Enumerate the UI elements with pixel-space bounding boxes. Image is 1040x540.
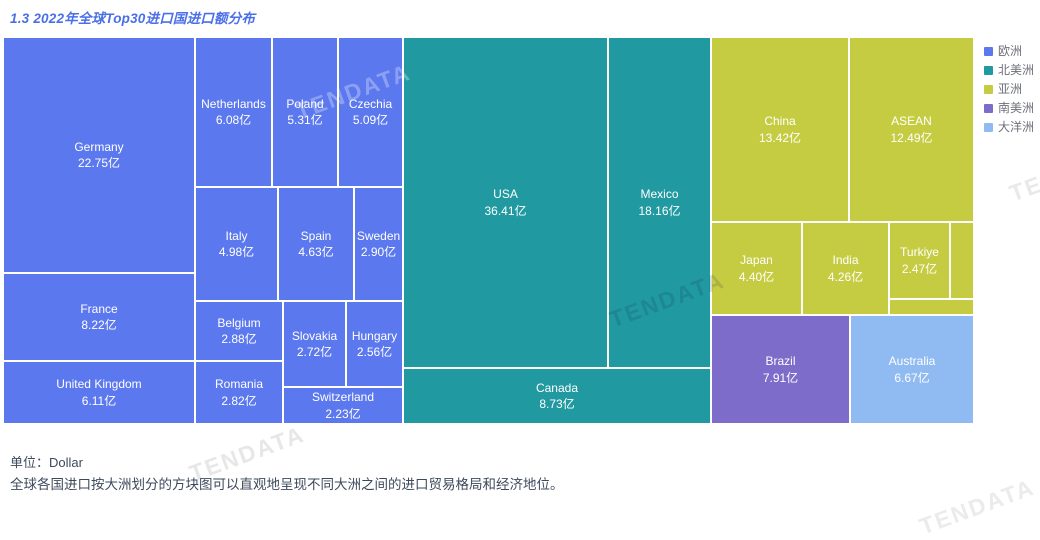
treemap-cell-usa[interactable]: USA 36.41亿 bbox=[404, 38, 607, 367]
cell-value-label: 7.91亿 bbox=[762, 370, 799, 385]
treemap-cell-australia[interactable]: Australia 6.67亿 bbox=[851, 316, 973, 423]
treemap-cell-switzerland[interactable]: Switzerland 2.23亿 bbox=[284, 388, 402, 423]
treemap-cell-germany[interactable]: Germany 22.75亿 bbox=[4, 38, 194, 272]
cell-value-label: 5.31亿 bbox=[287, 113, 323, 127]
cell-value-label: 4.40亿 bbox=[738, 269, 775, 284]
unit-label: 单位：Dollar bbox=[10, 455, 83, 470]
legend-swatch-oceania bbox=[984, 123, 993, 132]
tendata-watermark: TENDATA bbox=[916, 473, 1039, 540]
legend: 欧洲北美洲亚洲南美洲大洋洲 bbox=[984, 45, 1034, 134]
cell-country-label: United Kingdom bbox=[56, 377, 142, 392]
cell-value-label: 22.75亿 bbox=[77, 156, 121, 170]
cell-country-label: ASEAN bbox=[891, 114, 932, 129]
cell-country-label: India bbox=[832, 253, 859, 268]
cell-value-label: 4.26亿 bbox=[827, 269, 864, 284]
chart-description: 全球各国进口按大洲划分的方块图可以直观地呈现不同大洲之间的进口贸易格局和经济地位… bbox=[10, 477, 564, 492]
cell-country-label: Poland bbox=[286, 96, 324, 111]
cell-value-label: 36.41亿 bbox=[484, 203, 527, 218]
cell-value-label: 2.90亿 bbox=[360, 245, 397, 259]
cell-value-label: 13.42亿 bbox=[758, 130, 802, 145]
cell-value-label: 6.67亿 bbox=[894, 370, 930, 385]
legend-item-europe[interactable]: 欧洲 bbox=[984, 45, 1034, 58]
cell-country-label: China bbox=[764, 114, 796, 129]
treemap-cell-romania[interactable]: Romania 2.82亿 bbox=[196, 362, 282, 423]
treemap-cell-asia-small-b[interactable] bbox=[890, 300, 973, 314]
cell-value-label: 6.08亿 bbox=[215, 113, 252, 127]
legend-label: 北美洲 bbox=[998, 63, 1035, 77]
treemap-cell-sweden[interactable]: Sweden 2.90亿 bbox=[355, 188, 402, 300]
treemap-cell-czechia[interactable]: Czechia 5.09亿 bbox=[339, 38, 402, 186]
legend-swatch-europe bbox=[984, 47, 993, 56]
treemap-cell-brazil[interactable]: Brazil 7.91亿 bbox=[712, 316, 849, 423]
cell-country-label: Brazil bbox=[765, 354, 796, 369]
legend-label: 大洋洲 bbox=[998, 120, 1035, 134]
treemap-cell-china[interactable]: China 13.42亿 bbox=[712, 38, 848, 221]
treemap-cell-slovakia[interactable]: Slovakia 2.72亿 bbox=[284, 302, 345, 386]
treemap-cell-spain[interactable]: Spain 4.63亿 bbox=[279, 188, 353, 300]
cell-value-label: 6.11亿 bbox=[81, 393, 117, 408]
cell-country-label: Australia bbox=[888, 354, 936, 369]
cell-country-label: Hungary bbox=[351, 328, 398, 343]
cell-country-label: Switzerland bbox=[311, 390, 375, 405]
treemap-cell-india[interactable]: India 4.26亿 bbox=[803, 223, 888, 314]
legend-item-oceania[interactable]: 大洋洲 bbox=[984, 121, 1034, 134]
cell-value-label: 2.82亿 bbox=[221, 393, 257, 408]
cell-value-label: 12.49亿 bbox=[890, 130, 933, 145]
cell-country-label: Germany bbox=[74, 139, 124, 154]
cell-country-label: Italy bbox=[225, 228, 248, 243]
treemap-cell-mexico[interactable]: Mexico 18.16亿 bbox=[609, 38, 710, 367]
legend-item-north-america[interactable]: 北美洲 bbox=[984, 64, 1034, 77]
page-title: 1.3 2022年全球Top30进口国进口额分布 bbox=[10, 11, 256, 26]
legend-swatch-south-america bbox=[984, 104, 993, 113]
treemap-cell-canada[interactable]: Canada 8.73亿 bbox=[404, 369, 710, 423]
legend-swatch-north-america bbox=[984, 66, 993, 75]
treemap-cell-france[interactable]: France 8.22亿 bbox=[4, 274, 194, 360]
legend-item-south-america[interactable]: 南美洲 bbox=[984, 102, 1034, 115]
cell-country-label: Sweden bbox=[356, 228, 401, 243]
treemap-cell-turkiye[interactable]: Turkiye 2.47亿 bbox=[890, 223, 949, 298]
legend-label: 南美洲 bbox=[998, 101, 1035, 115]
cell-country-label: France bbox=[80, 301, 118, 316]
cell-value-label: 2.56亿 bbox=[356, 345, 393, 359]
treemap-cell-japan[interactable]: Japan 4.40亿 bbox=[712, 223, 801, 314]
cell-value-label: 2.88亿 bbox=[221, 332, 257, 346]
cell-value-label: 2.23亿 bbox=[325, 406, 361, 421]
cell-country-label: Canada bbox=[535, 380, 579, 395]
cell-value-label: 2.47亿 bbox=[901, 261, 938, 276]
treemap-cell-hungary[interactable]: Hungary 2.56亿 bbox=[347, 302, 402, 386]
tendata-watermark: TENDATA bbox=[1006, 140, 1040, 207]
cell-country-label: Slovakia bbox=[291, 328, 338, 343]
legend-label: 亚洲 bbox=[998, 82, 1023, 96]
treemap-cell-italy[interactable]: Italy 4.98亿 bbox=[196, 188, 277, 300]
treemap-cell-netherlands[interactable]: Netherlands 6.08亿 bbox=[196, 38, 271, 186]
cell-country-label: Romania bbox=[214, 377, 264, 392]
treemap-cell-poland[interactable]: Poland 5.31亿 bbox=[273, 38, 337, 186]
cell-country-label: Spain bbox=[300, 228, 332, 243]
cell-value-label: 2.72亿 bbox=[296, 345, 333, 359]
cell-country-label: Turkiye bbox=[900, 245, 939, 260]
cell-country-label: Belgium bbox=[217, 315, 261, 330]
treemap-cell-asia-small-a[interactable] bbox=[951, 223, 973, 298]
cell-value-label: 4.98亿 bbox=[218, 245, 255, 259]
cell-value-label: 8.73亿 bbox=[539, 397, 575, 411]
cell-country-label: Czechia bbox=[348, 96, 393, 111]
legend-label: 欧洲 bbox=[998, 44, 1023, 58]
cell-country-label: Japan bbox=[740, 253, 773, 268]
cell-value-label: 5.09亿 bbox=[352, 113, 389, 127]
treemap-cell-asean[interactable]: ASEAN 12.49亿 bbox=[850, 38, 973, 221]
cell-value-label: 4.63亿 bbox=[298, 245, 334, 259]
cell-country-label: USA bbox=[493, 187, 518, 202]
cell-value-label: 18.16亿 bbox=[638, 203, 681, 218]
treemap-cell-united-kingdom[interactable]: United Kingdom 6.11亿 bbox=[4, 362, 194, 423]
legend-swatch-asia bbox=[984, 85, 993, 94]
cell-country-label: Mexico bbox=[640, 187, 679, 202]
treemap: Germany 22.75亿 France 8.22亿 United Kingdom 6.… bbox=[4, 38, 973, 423]
legend-item-asia[interactable]: 亚洲 bbox=[984, 83, 1034, 96]
treemap-cell-belgium[interactable]: Belgium 2.88亿 bbox=[196, 302, 282, 360]
cell-value-label: 8.22亿 bbox=[81, 318, 117, 332]
cell-country-label: Netherlands bbox=[201, 96, 266, 111]
